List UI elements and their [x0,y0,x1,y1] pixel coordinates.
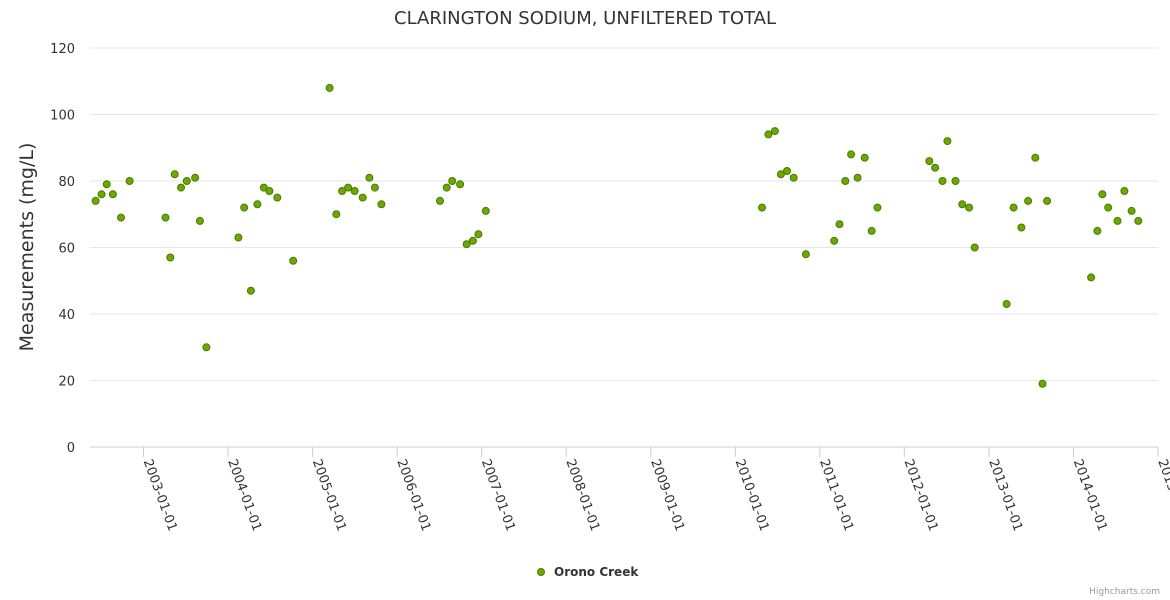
data-point[interactable] [377,200,386,209]
data-point[interactable] [1009,203,1018,212]
data-point[interactable] [931,163,940,172]
data-point[interactable] [481,206,490,215]
data-point[interactable] [289,256,298,265]
data-point[interactable] [1098,190,1107,199]
data-point[interactable] [801,250,810,259]
data-point[interactable] [770,127,779,136]
y-tick-label: 100 [50,109,75,124]
legend[interactable]: Orono Creek [537,565,640,579]
data-point[interactable] [170,170,179,179]
data-point[interactable] [462,240,471,249]
data-point[interactable] [958,200,967,209]
data-point[interactable] [1017,223,1026,232]
data-point[interactable] [365,173,374,182]
y-tick-label: 20 [58,375,75,390]
data-point[interactable] [265,187,274,195]
data-point[interactable] [835,220,844,229]
data-point[interactable] [370,183,379,192]
y-tick-label: 40 [58,308,75,323]
data-point[interactable] [1120,187,1129,195]
data-point[interactable] [1134,216,1143,225]
y-axis-label: Measurements (mg/L) [16,143,38,352]
y-axis: 0 20 40 60 80 100 120 [50,42,75,456]
data-point[interactable] [1113,216,1122,225]
data-point[interactable] [456,180,465,189]
data-point[interactable] [436,196,444,205]
data-point[interactable] [325,83,334,92]
data-point[interactable] [1031,153,1040,162]
data-point[interactable] [841,177,850,185]
data-point[interactable] [253,200,262,209]
data-point[interactable] [867,226,876,235]
series-orono-creek [91,83,1143,388]
data-point[interactable] [783,167,791,175]
data-point[interactable] [951,177,960,185]
data-point[interactable] [1127,206,1136,215]
data-point[interactable] [938,177,947,185]
data-point[interactable] [873,203,882,212]
y-tick-label: 80 [58,175,75,190]
data-point[interactable] [925,157,934,166]
data-point[interactable] [102,180,111,189]
credits-link[interactable]: Highcharts.com [1089,587,1160,597]
data-point[interactable] [442,183,451,192]
data-point[interactable] [943,137,952,146]
data-point[interactable] [161,213,170,222]
data-point[interactable] [350,187,359,195]
data-point[interactable] [789,173,798,182]
data-point[interactable] [847,150,856,159]
data-point[interactable] [332,210,341,219]
data-point[interactable] [202,343,211,352]
data-point[interactable] [182,177,191,185]
data-point[interactable] [764,130,773,139]
y-tick-label: 60 [58,242,75,257]
data-point[interactable] [191,173,200,182]
data-point[interactable] [1093,226,1102,235]
data-point[interactable] [240,203,249,212]
y-tick-label: 0 [67,441,75,456]
data-point[interactable] [97,190,106,199]
data-point[interactable] [273,193,282,202]
data-point[interactable] [338,187,347,195]
gridlines [90,47,1158,448]
data-point[interactable] [108,190,117,199]
data-point[interactable] [965,203,974,212]
data-point[interactable] [358,193,367,202]
data-point[interactable] [1087,273,1096,282]
data-point[interactable] [830,236,839,245]
data-point[interactable] [125,177,134,185]
data-point[interactable] [195,216,204,225]
data-point[interactable] [448,177,457,185]
data-point[interactable] [91,196,100,205]
data-point[interactable] [776,170,785,179]
data-point[interactable] [344,183,353,192]
data-point[interactable] [1038,379,1047,388]
y-tick-label: 120 [50,42,75,57]
data-point[interactable] [246,286,255,295]
data-point[interactable] [758,203,766,212]
data-point[interactable] [1104,203,1113,212]
data-point[interactable] [166,253,175,262]
data-point[interactable] [1043,196,1052,205]
data-point[interactable] [970,243,979,252]
chart-title: CLARINGTON SODIUM, UNFILTERED TOTAL [394,8,776,29]
data-point[interactable] [1024,196,1033,205]
data-point[interactable] [860,153,869,162]
data-point[interactable] [234,233,243,242]
legend-item-orono-creek[interactable]: Orono Creek [554,565,639,579]
data-point[interactable] [117,213,125,222]
data-point[interactable] [474,230,483,239]
data-point[interactable] [468,236,477,245]
data-point[interactable] [177,183,185,192]
data-point[interactable] [1002,300,1011,308]
legend-marker[interactable] [537,568,545,576]
data-point[interactable] [853,173,862,182]
